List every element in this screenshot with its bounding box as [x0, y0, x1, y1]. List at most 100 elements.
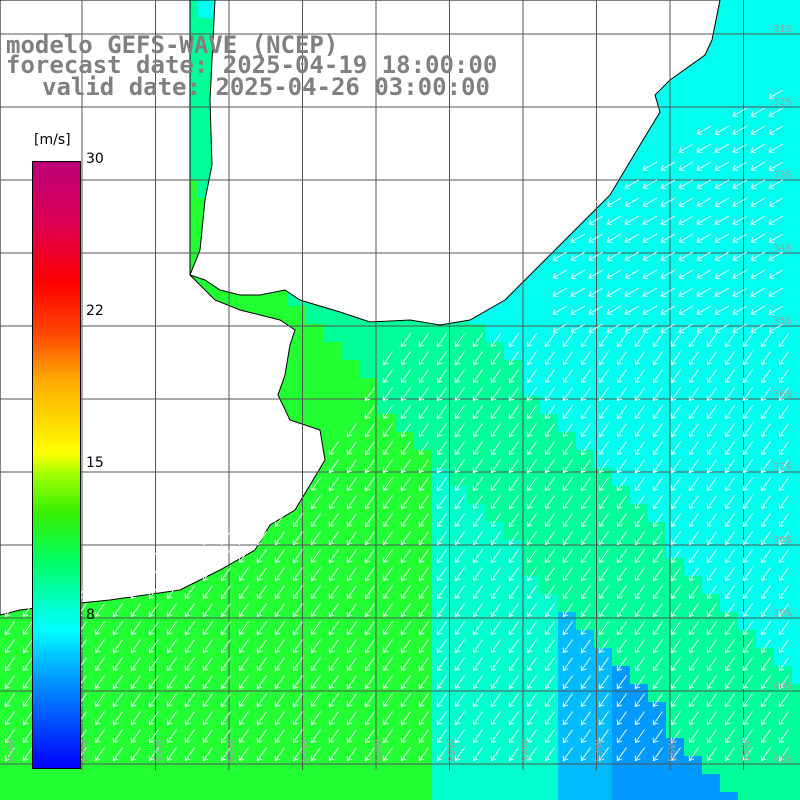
field-cell	[792, 702, 800, 720]
field-cell	[648, 720, 666, 738]
field-cell	[198, 612, 216, 630]
field-cell	[360, 666, 378, 684]
wind-arrow	[454, 387, 465, 402]
field-cell	[396, 522, 414, 540]
field-cell	[648, 504, 666, 522]
wind-arrow	[148, 603, 159, 618]
field-cell	[432, 648, 450, 666]
field-cell	[216, 666, 234, 684]
field-cell	[234, 702, 252, 720]
wind-arrow	[508, 441, 519, 456]
field-cell	[630, 774, 648, 792]
field-cell	[144, 594, 162, 612]
lon-label: 56W	[668, 739, 679, 762]
field-cell	[576, 756, 594, 774]
field-cell	[144, 648, 162, 666]
field-cell	[738, 504, 756, 522]
wind-arrow	[508, 621, 519, 636]
field-cell	[288, 594, 306, 612]
field-cell	[720, 198, 738, 216]
field-cell	[522, 324, 540, 342]
wind-arrow	[202, 603, 213, 618]
field-cell	[360, 342, 378, 360]
field-cell	[594, 216, 612, 234]
wind-arrow	[400, 495, 411, 510]
field-cell	[648, 540, 666, 558]
field-cell	[198, 576, 216, 594]
wind-arrow	[112, 621, 123, 636]
field-cell	[774, 558, 792, 576]
field-cell	[666, 180, 684, 198]
wind-arrow	[562, 585, 573, 600]
wind-arrow	[562, 639, 573, 654]
wind-arrow	[400, 405, 411, 420]
field-cell	[648, 378, 666, 396]
field-cell	[684, 756, 702, 774]
wind-arrow	[526, 639, 537, 654]
field-cell	[180, 702, 198, 720]
field-cell	[792, 612, 800, 630]
field-cell	[198, 684, 216, 702]
field-cell	[108, 702, 126, 720]
field-cell	[306, 306, 324, 324]
lat-label: 34S	[773, 243, 792, 254]
wind-arrow	[400, 387, 411, 402]
wind-arrow	[634, 621, 645, 636]
lon-label: 62W	[227, 739, 238, 762]
field-cell	[648, 738, 666, 756]
field-cell	[450, 396, 468, 414]
field-cell	[378, 468, 396, 486]
wind-arrow	[544, 369, 555, 384]
wind-arrow	[454, 423, 465, 438]
field-cell	[648, 162, 666, 180]
field-cell	[432, 468, 450, 486]
field-cell	[756, 18, 774, 36]
field-cell	[324, 684, 342, 702]
field-cell	[702, 630, 720, 648]
field-cell	[360, 450, 378, 468]
field-cell	[756, 432, 774, 450]
field-cell	[468, 468, 486, 486]
field-cell	[738, 684, 756, 702]
field-cell	[432, 702, 450, 720]
wind-arrow	[706, 495, 717, 510]
field-cell	[594, 756, 612, 774]
wind-arrow	[382, 657, 393, 672]
wind-arrow	[490, 477, 501, 492]
field-cell	[666, 234, 684, 252]
field-cell	[288, 558, 306, 576]
field-cell	[558, 450, 576, 468]
wind-arrow	[274, 531, 285, 546]
field-cell	[558, 648, 576, 666]
field-cell	[324, 648, 342, 666]
field-cell	[738, 36, 756, 54]
wind-arrow	[310, 603, 321, 618]
wind-arrow	[382, 387, 393, 402]
field-cell	[450, 702, 468, 720]
field-cell	[252, 774, 270, 792]
field-cell	[648, 270, 666, 288]
field-cell	[414, 720, 432, 738]
wind-arrow	[598, 441, 609, 456]
field-cell	[702, 738, 720, 756]
wind-arrow	[616, 369, 627, 384]
field-cell	[702, 324, 720, 342]
field-cell	[648, 576, 666, 594]
field-cell	[288, 576, 306, 594]
field-cell	[252, 792, 270, 800]
wind-arrow	[544, 549, 555, 564]
field-cell	[648, 756, 666, 774]
field-cell	[504, 702, 522, 720]
colorbar	[32, 161, 81, 769]
wind-arrow	[400, 351, 411, 366]
field-cell	[648, 702, 666, 720]
field-cell	[684, 540, 702, 558]
wind-arrow	[130, 585, 141, 600]
field-cell	[612, 504, 630, 522]
field-cell	[720, 468, 738, 486]
field-cell	[468, 648, 486, 666]
wind-arrow	[328, 531, 339, 546]
field-cell	[108, 738, 126, 756]
wind-arrow	[418, 567, 429, 582]
field-cell	[414, 378, 432, 396]
